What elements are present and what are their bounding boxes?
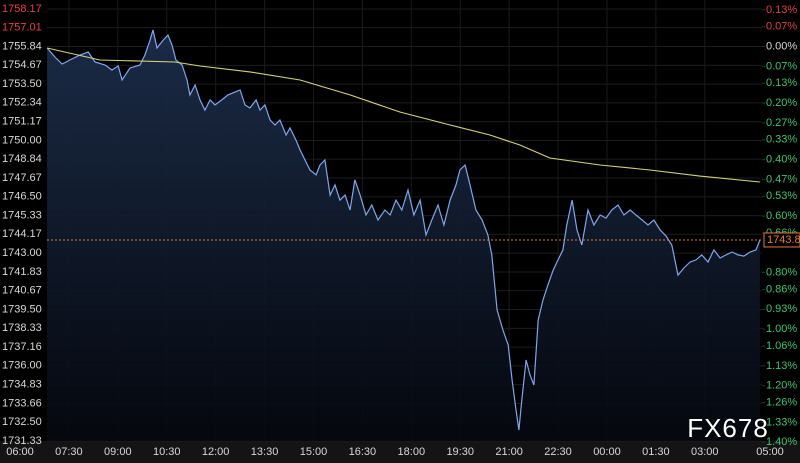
x-tick-label: 16:30 [349,446,377,458]
x-tick-label: 18:00 [398,446,426,458]
y-tick-label: 1743.00 [2,247,42,259]
y2-tick-label: 0.80% [766,267,797,279]
y2-tick-label: 0.07% [766,21,797,33]
y-tick-label: 1748.84 [2,153,42,165]
x-tick-label: 05:00 [756,446,784,458]
y2-tick-label: 0.33% [766,134,797,146]
y-tick-label: 1738.33 [2,322,42,334]
y2-tick-label: 0.53% [766,190,797,202]
y2-tick-label: 1.00% [766,323,797,335]
y2-tick-label: 0.60% [766,210,797,222]
y-tick-label: 1753.50 [2,78,42,90]
y2-tick-label: 0.20% [766,97,797,109]
y2-tick-label: 0.27% [766,117,797,129]
y2-tick-label: 0.13% [766,77,797,89]
y2-tick-label: 1.40% [766,436,797,448]
y2-tick-label: 0.93% [766,303,797,315]
y2-tick-label: 0.07% [766,60,797,72]
axes: 1758.17 1757.01 1755.84 1754.67 1753.50 1752.… [2,3,800,458]
y-tick-label: 1740.67 [2,285,42,297]
y2-tick-label: 1.06% [766,340,797,352]
y-tick-label: 1734.83 [2,379,42,391]
x-axis-strip [0,441,800,463]
plot [47,29,762,441]
x-tick-label: 06:00 [6,446,34,458]
x-tick-label: 01:30 [642,446,670,458]
last-price-box [763,232,800,248]
y-tick-label: 1758.17 [2,3,42,15]
y-tick-label: 1757.01 [2,22,42,34]
x-tick-label: 09:00 [104,446,132,458]
price-line [47,47,760,183]
y-tick-label: 1747.67 [2,172,42,184]
watermark: FX678 [687,413,769,443]
x-tick-label: 13:30 [251,446,279,458]
x-tick-label: 03:00 [691,446,719,458]
x-tick-label: 15:00 [300,446,328,458]
y-tick-label: 1752.34 [2,97,42,109]
y-tick-label: 1746.50 [2,191,42,203]
y-tick-label: 1741.83 [2,266,42,278]
y-tick-label: 1736.00 [2,360,42,372]
y-tick-label: 1732.50 [2,416,42,428]
y2-tick-label: 0.40% [766,153,797,165]
y-tick-label: 1750.00 [2,134,42,146]
x-tick-label: 10:30 [153,446,181,458]
y2-tick-label: 1.13% [766,360,797,372]
x-tick-label: 21:00 [495,446,523,458]
x-tick-label: 22:30 [544,446,572,458]
y-tick-label: 1739.50 [2,303,42,315]
area [47,29,760,441]
x-tick-label: 07:30 [55,446,83,458]
y2-tick-label: 0.00% [766,40,797,52]
y2-tick-label: 0.47% [766,173,797,185]
y-tick-label: 1733.66 [2,397,42,409]
y-tick-label: 1755.84 [2,40,42,52]
x-tick-label: 00:00 [593,446,621,458]
y-tick-label: 1745.33 [2,210,42,222]
y2-tick-label: 1.26% [766,396,797,408]
y2-tick-label: 1.33% [766,416,797,428]
y2-tick-label: 0.86% [766,283,797,295]
y2-tick-label: 1.20% [766,380,797,392]
y-tick-label: 1754.67 [2,59,42,71]
price-line [47,29,761,431]
last-price-label: 1743.8 [767,234,800,246]
y-tick-label: 1744.17 [2,228,42,240]
x-tick-label: 19:30 [446,446,474,458]
y-tick-label: 1737.16 [2,341,42,353]
x-tick-label: 12:00 [202,446,230,458]
y-tick-label: 1731.33 [2,435,42,447]
y2-tick-label: 0.13% [766,4,797,16]
y-tick-label: 1751.17 [2,116,42,128]
